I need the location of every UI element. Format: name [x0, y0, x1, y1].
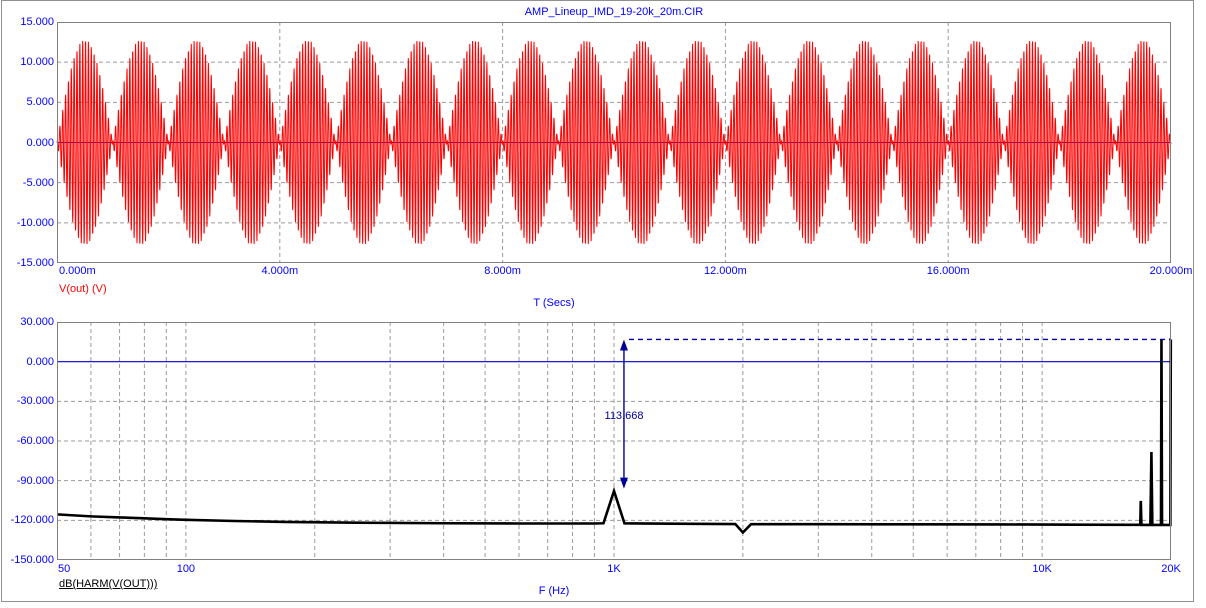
top-chart-x-axis-label: T (Secs): [533, 297, 575, 309]
bottom-y-tick-label: -150.000: [10, 554, 54, 566]
top-x-tick-label: 0.000m: [59, 265, 96, 277]
harmonic-spectrum-curve: [56, 338, 1173, 535]
top-x-tick-label: 20.000m: [1149, 265, 1193, 277]
bottom-y-tick-label: -60.000: [16, 435, 54, 447]
top-x-tick-label: 16.000m: [926, 265, 970, 277]
window-border: [1, 0, 1194, 602]
top-chart-title: AMP_Lineup_IMD_19-20k_20m.CIR: [524, 6, 704, 18]
top-chart-plot-area: [56, 22, 1172, 263]
bottom-chart-plot-area: [56, 322, 1173, 560]
bottom-y-tick-label: -30.000: [16, 395, 54, 408]
imd-measurement-arrow: [619, 338, 1171, 489]
top-x-tick-label: 4.000m: [261, 265, 299, 277]
bottom-chart-x-axis-label: F (Hz): [538, 585, 570, 597]
imd-measurement-value: 113.668: [604, 410, 644, 422]
bottom-chart-series-label: dB(HARM(V(OUT))): [59, 578, 158, 590]
top-x-tick-label: 8.000m: [484, 265, 521, 277]
top-y-tick-label: 15.000: [20, 16, 54, 28]
top-y-tick-label: -10.000: [16, 216, 54, 229]
bottom-x-tick-label: 10K: [1032, 563, 1052, 575]
bottom-x-tick-label: 1K: [607, 563, 621, 575]
top-y-tick-label: 0.000: [26, 136, 54, 149]
top-chart-series-label: V(out) (V): [59, 283, 107, 295]
bottom-y-tick-label: 0.000: [26, 355, 54, 368]
bottom-x-tick-label: 20K: [1161, 563, 1181, 575]
vout-waveform: [56, 40, 1172, 245]
bottom-y-tick-label: 30.000: [20, 316, 54, 328]
bottom-x-tick-label: 50: [58, 563, 71, 575]
top-y-tick-label: 5.000: [26, 96, 54, 109]
top-y-tick-label: -15.000: [16, 257, 54, 269]
top-x-tick-label: 12.000m: [703, 265, 747, 277]
top-y-tick-label: -5.000: [22, 176, 54, 189]
bottom-y-tick-label: -90.000: [16, 474, 54, 487]
bottom-x-tick-label: 100: [176, 563, 196, 575]
bottom-y-tick-label: -120.000: [10, 514, 54, 527]
top-y-tick-label: 10.000: [20, 56, 54, 69]
